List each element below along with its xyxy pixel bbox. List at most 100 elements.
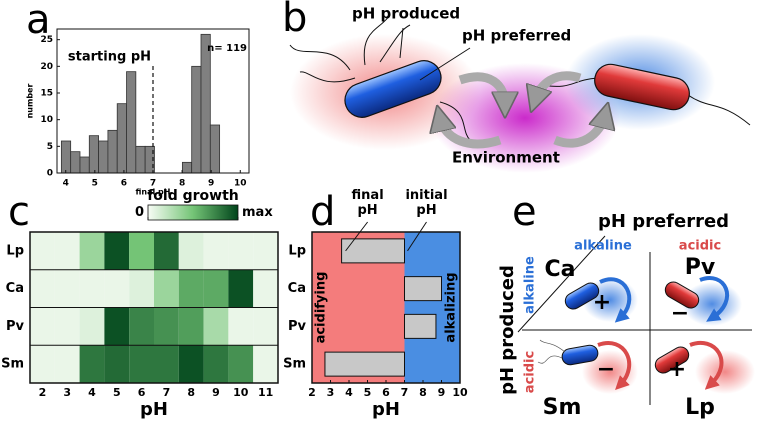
- heatmap-cell: [253, 307, 278, 346]
- bar: [116, 103, 127, 174]
- col-acidic: acidic: [679, 239, 721, 254]
- heatmap-cell: [203, 232, 229, 270]
- y-tick-label: 15: [40, 89, 53, 99]
- region-label: acidifying: [314, 272, 329, 344]
- heatmap-cell: [203, 307, 229, 346]
- bar: [191, 65, 202, 174]
- annotation-text: initial pH: [405, 188, 448, 218]
- panel-letter: a: [26, 0, 51, 43]
- x-tick-label: 8: [179, 179, 185, 189]
- x-tick-label: 6: [138, 386, 146, 399]
- x-tick-label: 9: [438, 386, 446, 399]
- arrow: [699, 276, 730, 322]
- arrow: [440, 118, 502, 149]
- heatmap-cell: [30, 232, 55, 270]
- pointer: [399, 27, 404, 59]
- x-tick-label: 10: [233, 386, 249, 399]
- note: n= 119: [207, 43, 247, 54]
- x-axis-label: final pH: [136, 188, 171, 197]
- bacterium: [664, 281, 700, 309]
- annotation-text: final pH: [351, 188, 384, 218]
- bar: [98, 140, 109, 174]
- heatmap-cell: [104, 345, 130, 383]
- flagella: [537, 339, 566, 364]
- y-axis-label: number: [26, 84, 35, 119]
- x-tick-label: 5: [92, 179, 98, 189]
- row-label: Ca: [288, 281, 306, 296]
- heatmap-frame: [29, 231, 279, 384]
- x-tick-label: 8: [187, 386, 195, 399]
- y-tick-label: 0: [47, 169, 53, 179]
- heatmap-cell: [228, 345, 254, 383]
- heatmap-cell: [79, 345, 105, 383]
- label-preferred: pH preferred: [598, 211, 729, 232]
- heatmap-cell: [104, 232, 130, 270]
- pointer: [345, 221, 368, 252]
- arrow: [553, 115, 605, 148]
- heatmap-cell: [228, 232, 254, 270]
- heatmap-cell: [129, 307, 154, 346]
- colorbar: [147, 204, 239, 221]
- sign: +: [593, 290, 611, 315]
- heatmap-cell: [54, 232, 80, 270]
- row-acidic: acidic: [523, 351, 538, 393]
- row-label: Sm: [1, 357, 24, 372]
- x-tick-label: 7: [150, 179, 156, 189]
- y-tick-label: 10: [40, 115, 53, 125]
- species: Sm: [543, 395, 582, 420]
- arrow: [689, 341, 724, 390]
- species: Pv: [685, 255, 716, 280]
- heatmap-cell: [178, 345, 204, 383]
- divider: [517, 235, 606, 333]
- panel-letter: c: [8, 189, 30, 235]
- heatmap-cell: [154, 307, 179, 346]
- heatmap-cell: [129, 232, 154, 270]
- bacterium-blue: [344, 60, 442, 118]
- y-tick-label: 5: [47, 142, 53, 152]
- heatmap-cell: [30, 345, 55, 383]
- x-tick-label: 7: [163, 386, 171, 399]
- heatmap-cell: [30, 269, 55, 308]
- bacterium-red: [594, 63, 690, 111]
- heatmap-cell: [154, 269, 179, 308]
- heatmap-cell: [30, 307, 55, 346]
- arrow: [599, 277, 632, 323]
- heatmap-cell: [154, 232, 179, 270]
- diagram-b: pH produced pH preferred Environment: [289, 5, 751, 173]
- row-alkaline: alkaline: [523, 256, 538, 314]
- bar: [70, 151, 81, 174]
- heatmap-cell: [129, 345, 154, 383]
- heatmap-cell: [178, 232, 204, 270]
- bar: [209, 124, 221, 174]
- x-tick-label: 6: [382, 386, 390, 399]
- heatmap-cell: [79, 307, 105, 346]
- x-tick-label: 5: [364, 386, 372, 399]
- flagella: [289, 14, 471, 141]
- row-label: Lp: [288, 243, 306, 258]
- heatmap-cell: [178, 307, 204, 346]
- heatmap-cell: [253, 232, 278, 270]
- bar: [126, 71, 137, 174]
- heatmap-cell: [203, 269, 229, 308]
- x-tick-label: 5: [113, 386, 121, 399]
- annotation: initial pH: [405, 188, 448, 218]
- bacterium: [654, 346, 690, 374]
- heatmap-cell: [253, 345, 278, 383]
- x-tick-label: 11: [258, 386, 273, 399]
- panel-letter: d: [310, 189, 335, 235]
- y-tick-label: 25: [40, 35, 53, 45]
- bar: [79, 156, 90, 174]
- x-tick-label: 4: [345, 386, 353, 399]
- x-tick-label: 2: [39, 386, 47, 399]
- bar: [60, 140, 72, 174]
- label-environment: Environment: [452, 149, 560, 167]
- arrow: [597, 341, 632, 390]
- region-label: alkalizing: [444, 272, 459, 342]
- label-produced: pH produced: [497, 265, 518, 395]
- panel-letter: b: [282, 0, 307, 41]
- x-axis-label: pH: [140, 399, 168, 420]
- sign: −: [597, 357, 615, 382]
- col-alkaline: alkaline: [574, 239, 632, 254]
- panel-letter: e: [512, 189, 537, 235]
